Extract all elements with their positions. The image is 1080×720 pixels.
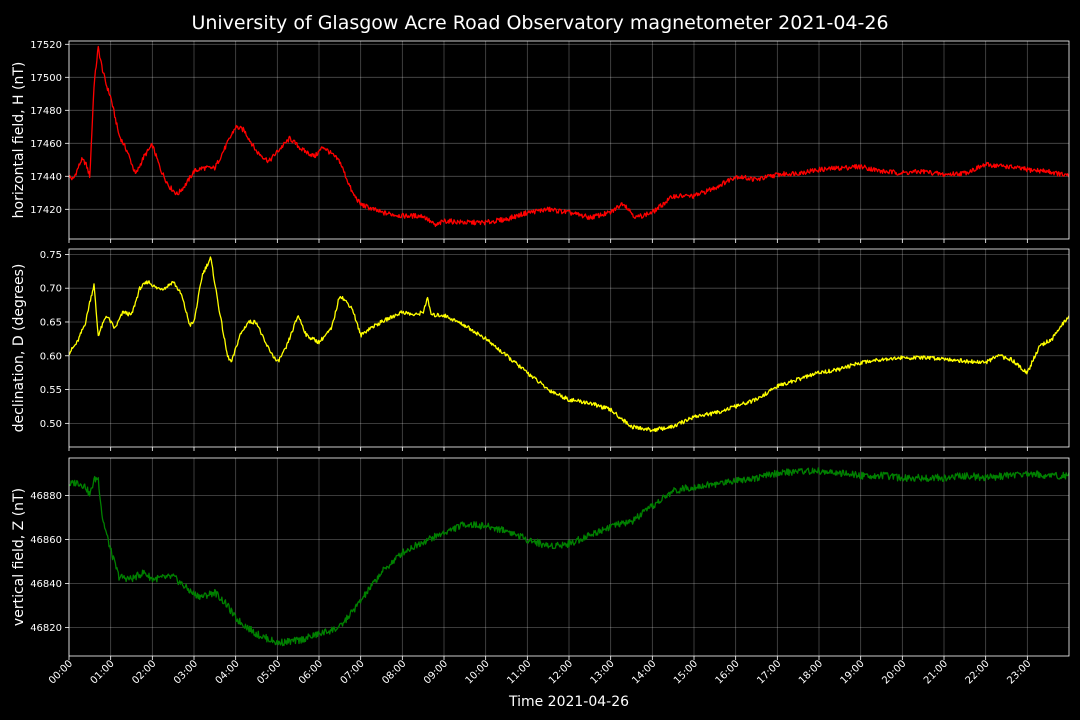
- d-panel: 0.50 0.55 0.60 0.65 0.70 0.75 declination, D (…: [11, 248, 1070, 451]
- y-tick-label: 17440: [30, 172, 62, 183]
- h-panel: 17420 17440 17460 17480 17500 17520horizontal…: [11, 40, 1070, 243]
- y-tick-label: 0.55: [40, 385, 62, 396]
- y-tick-label: 17420: [30, 205, 62, 216]
- chart-title: University of Glasgow Acre Road Observat…: [191, 12, 888, 34]
- y-tick-label: 0.50: [40, 419, 62, 430]
- y-tick-label: 0.60: [40, 351, 62, 362]
- data-line: [69, 467, 1069, 647]
- y-axis-label: horizontal field, H (nT): [11, 62, 27, 219]
- y-tick-label: 46880: [30, 491, 62, 502]
- panels: 17420 17440 17460 17480 17500 17520horizontal…: [11, 40, 1070, 660]
- y-axis-label: vertical field, Z (nT): [11, 488, 27, 626]
- y-tick-label: 17480: [30, 106, 62, 117]
- y-tick-label: 17460: [30, 139, 62, 150]
- axes-frame: [68, 457, 1070, 657]
- y-tick-label: 46820: [30, 623, 62, 634]
- y-tick-label: 17520: [30, 40, 62, 51]
- y-tick-label: 46840: [30, 579, 62, 590]
- y-tick-label: 17500: [30, 73, 62, 84]
- axes-frame: [68, 40, 1070, 240]
- y-axis-label: declination, D (degrees): [11, 264, 27, 433]
- axes-frame: [68, 248, 1070, 448]
- x-axis-label: Time 2021-04-26: [508, 694, 629, 710]
- y-tick-label: 0.75: [40, 250, 62, 261]
- data-line: [69, 256, 1069, 433]
- y-tick-label: 0.65: [40, 317, 62, 328]
- y-tick-label: 0.70: [40, 284, 62, 295]
- y-tick-label: 46860: [30, 535, 62, 546]
- data-line: [69, 45, 1069, 228]
